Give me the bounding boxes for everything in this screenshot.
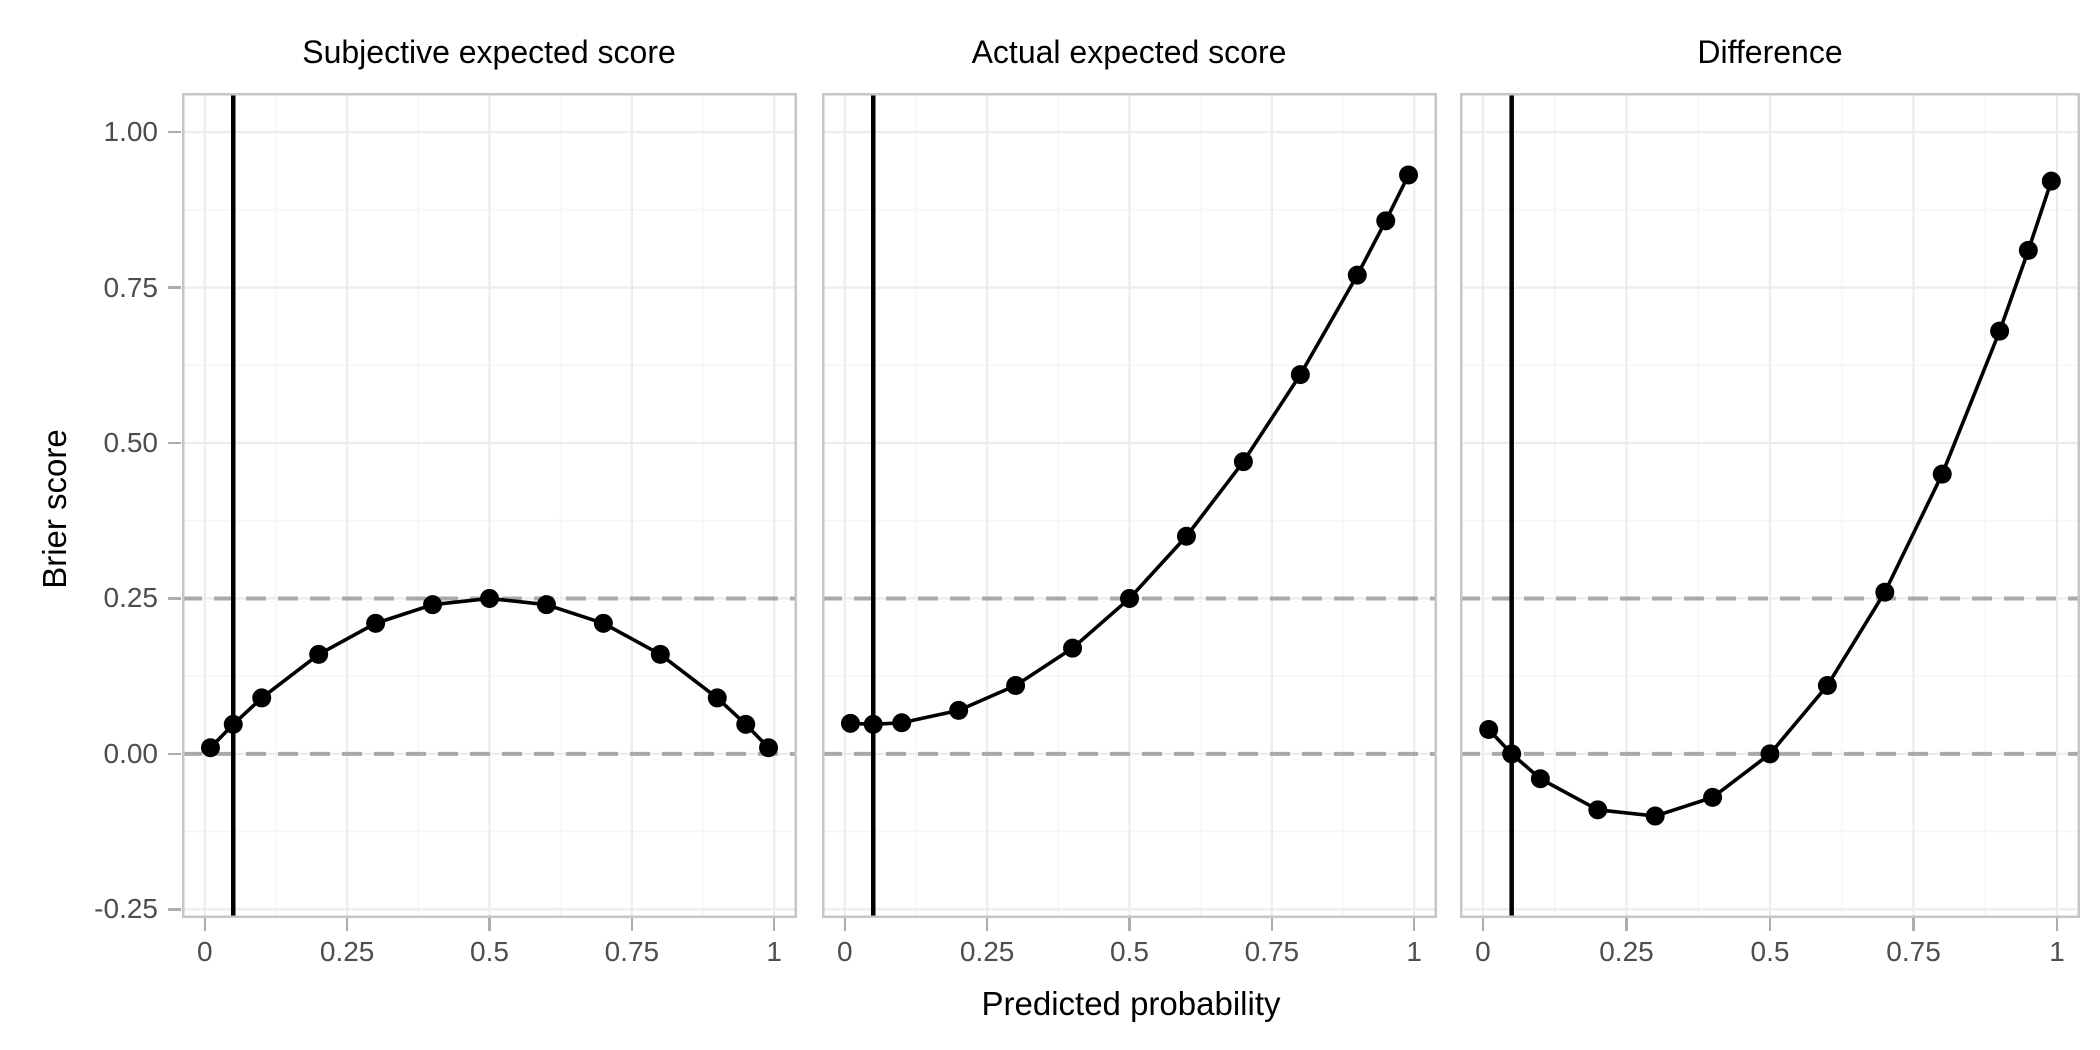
y-tick [168, 441, 181, 445]
panel-border [182, 93, 797, 918]
x-tick [203, 918, 207, 931]
data-point [366, 613, 386, 633]
data-point [2018, 240, 2038, 260]
data-point [707, 688, 727, 708]
x-tick-label: 0.5 [1750, 936, 1790, 967]
data-point [1063, 638, 1083, 658]
data-point [423, 595, 443, 615]
y-tick [168, 752, 181, 756]
y-tick-label: 0.25 [103, 582, 159, 614]
y-tick [168, 908, 181, 911]
x-tick [2055, 918, 2059, 931]
x-tick-label: 0.25 [319, 936, 375, 967]
data-point [1530, 769, 1550, 789]
data-point [1502, 744, 1522, 764]
data-point [1479, 719, 1499, 739]
x-tick [630, 918, 634, 931]
x-tick-label: 0.75 [604, 936, 660, 967]
x-tick-label: 1 [1406, 936, 1422, 967]
data-point [1645, 806, 1665, 826]
panel-title-difference: Difference [1697, 34, 1843, 70]
data-point [1290, 365, 1310, 385]
panel-subjective-expected-score [182, 93, 797, 918]
x-tick-label: 0 [1475, 936, 1491, 967]
data-point [1990, 321, 2010, 341]
data-point [1399, 165, 1419, 185]
y-tick-label: 0.50 [103, 427, 159, 459]
data-point [200, 738, 220, 758]
x-tick [1412, 918, 1416, 931]
data-point [949, 700, 969, 720]
y-tick-label: 0.00 [103, 737, 159, 769]
x-tick [1128, 918, 1131, 931]
data-point [480, 588, 499, 608]
x-tick-label: 0 [836, 936, 853, 967]
data-point [309, 644, 329, 664]
data-point [892, 713, 912, 733]
x-tick [488, 918, 491, 931]
data-point [1760, 744, 1780, 764]
data-point [2041, 171, 2061, 191]
y-tick-label: 0.75 [103, 271, 159, 303]
data-point [1006, 675, 1026, 695]
y-tick [168, 286, 181, 289]
y-tick-label: 1.00 [103, 116, 159, 148]
x-tick-label: 0.25 [959, 936, 1015, 967]
data-point [1376, 211, 1396, 231]
x-tick-label: 0.5 [1110, 936, 1149, 967]
x-axis-title: Predicted probability [981, 985, 1281, 1022]
subjective-expected-score-plot [182, 93, 797, 918]
data-point [223, 714, 243, 734]
data-point [1875, 582, 1895, 602]
panel-border [822, 93, 1437, 918]
y-tick-label: -0.25 [94, 893, 158, 925]
x-tick [1768, 918, 1772, 931]
x-tick-label: 1 [766, 936, 782, 967]
x-tick [345, 918, 349, 931]
data-point [1120, 588, 1139, 608]
x-tick-label: 0 [196, 936, 213, 967]
data-point [863, 714, 883, 734]
data-point [1233, 452, 1253, 472]
x-tick [1481, 918, 1485, 931]
panel-actual-expected-score [822, 93, 1437, 918]
y-tick [168, 130, 181, 134]
data-point [252, 688, 272, 708]
panel-difference [1460, 93, 2080, 918]
difference-plot [1460, 93, 2080, 918]
x-tick-label: 0.25 [1599, 936, 1654, 967]
x-tick-label: 0.5 [470, 936, 509, 967]
x-tick-label: 0.75 [1244, 936, 1300, 967]
data-point [759, 738, 779, 758]
data-point [536, 595, 556, 615]
x-tick [1912, 918, 1915, 931]
data-point [1588, 800, 1608, 820]
panel-border [1460, 93, 2080, 918]
x-tick [985, 918, 989, 931]
x-tick-label: 0.75 [1886, 936, 1941, 967]
data-point [593, 613, 613, 633]
x-tick [772, 918, 776, 931]
x-tick-label: 1 [2049, 936, 2065, 967]
data-point [736, 714, 756, 734]
data-point [650, 644, 670, 664]
panel-title-actual-expected-score: Actual expected score [971, 34, 1287, 70]
panel-title-subjective-expected-score: Subjective expected score [302, 34, 676, 70]
x-tick [843, 918, 847, 931]
x-tick [1625, 918, 1628, 931]
x-tick [1270, 918, 1274, 931]
data-point [1932, 464, 1952, 484]
data-point [840, 713, 860, 733]
data-point [1703, 787, 1723, 807]
y-tick [168, 597, 181, 600]
actual-expected-score-plot [822, 93, 1437, 918]
data-point [1347, 265, 1367, 285]
data-point [1176, 526, 1196, 546]
data-point [1817, 675, 1837, 695]
